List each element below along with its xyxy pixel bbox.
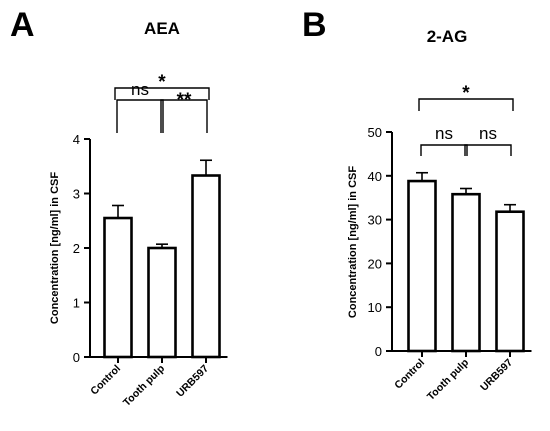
panel-a-bar bbox=[191, 174, 221, 359]
panel-b-significance-label: * bbox=[462, 83, 470, 104]
panel-b-significance-bracket bbox=[420, 144, 468, 156]
panel-b-significance-bracket bbox=[418, 98, 514, 111]
panel-b-y-tick-label: 20 bbox=[368, 256, 382, 271]
panel-b-bar bbox=[451, 192, 481, 353]
panel-a-y-tick-label: 0 bbox=[73, 350, 80, 365]
panel-b-category-label: Tooth pulp bbox=[425, 357, 471, 403]
panel-a-y-tick-label: 2 bbox=[73, 241, 80, 256]
panel-b-category-label: Control bbox=[392, 357, 427, 392]
panel-b-significance-bracket bbox=[464, 144, 512, 156]
panel-b-y-tick-label: 30 bbox=[368, 213, 382, 228]
panel-a-bar bbox=[103, 216, 133, 359]
panel-b-y-tick-label: 0 bbox=[375, 344, 382, 359]
panel-b-category-label: URB597 bbox=[478, 357, 515, 394]
panel-b-y-tick-label: 50 bbox=[368, 125, 382, 140]
panel-a-bar bbox=[147, 246, 177, 359]
panel-b-y-tick-label: 40 bbox=[368, 169, 382, 184]
panel-b-ylabel: Concentration [ng/ml] in CSF bbox=[347, 166, 359, 318]
panel-a-y-tick-label: 1 bbox=[73, 296, 80, 311]
panel-b-bar bbox=[495, 210, 525, 353]
panel-letter-b: B bbox=[302, 6, 327, 44]
panel-letter-a: A bbox=[10, 6, 35, 44]
panel-b-significance-label: ns bbox=[479, 124, 497, 143]
panel-a-significance-label: ns bbox=[131, 80, 149, 99]
panel-b-bar bbox=[407, 179, 437, 353]
panel-a-significance-label: ** bbox=[177, 90, 192, 111]
panel-a-category-label: Tooth pulp bbox=[121, 363, 167, 409]
panel-a-title: AEA bbox=[144, 19, 180, 38]
panel-b-title: 2-AG bbox=[427, 27, 468, 46]
panel-b-y-tick-label: 10 bbox=[368, 300, 382, 315]
panel-a-category-label: URB597 bbox=[174, 363, 211, 400]
panel-a-category-label: Control bbox=[88, 363, 123, 398]
panel-b-significance-label: ns bbox=[435, 124, 453, 143]
panel-a-y-tick-label: 4 bbox=[73, 132, 80, 147]
panel-a-significance-label: * bbox=[158, 72, 166, 93]
panel-a-significance-bracket bbox=[160, 99, 208, 133]
panel-a-y-tick-label: 3 bbox=[73, 187, 80, 202]
panel-a-ylabel: Concentration [ng/ml] in CSF bbox=[49, 172, 61, 324]
panel-a-significance-bracket bbox=[114, 87, 210, 100]
panel-a-significance-bracket bbox=[116, 99, 164, 133]
